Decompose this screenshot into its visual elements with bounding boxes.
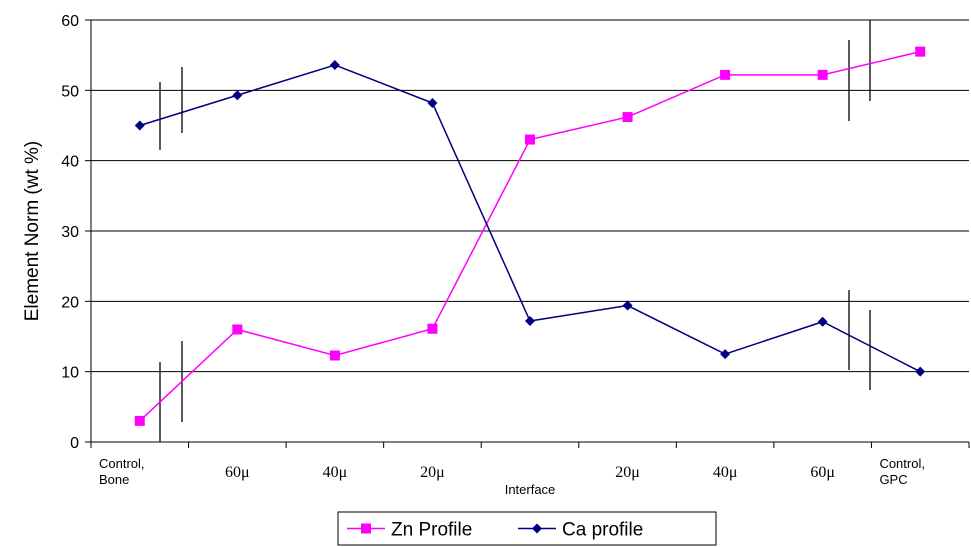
x-tick-label: 40μ (323, 464, 348, 481)
data-point (134, 415, 145, 426)
legend: Zn Profile Ca profile (337, 511, 717, 546)
legend-label: Ca profile (562, 520, 643, 541)
x-tick-label-line: Bone (99, 472, 129, 487)
y-tick-label: 0 (70, 435, 79, 452)
series-square (134, 46, 926, 426)
x-tick-label: 40μ (713, 464, 738, 481)
data-point (720, 349, 731, 360)
data-point (232, 324, 243, 335)
series-line (139, 50, 921, 422)
y-tick-label: 10 (61, 365, 79, 382)
y-axis-label: Element Norm (wt %) (22, 141, 43, 322)
x-tick-label: 20μ (615, 464, 640, 481)
x-tick-label-line: GPC (879, 472, 907, 487)
y-tick-label: 30 (61, 224, 79, 241)
x-tick-label-line: 40μ (323, 464, 348, 481)
y-tick-label: 60 (61, 13, 79, 30)
x-tick-label-line: 40μ (713, 464, 738, 481)
series-diamond (134, 60, 926, 377)
data-point (622, 112, 633, 123)
data-point (232, 90, 243, 101)
legend-item: Ca profile (518, 520, 643, 541)
series-lines (134, 46, 926, 426)
data-point (329, 60, 340, 71)
x-tick-label-line: 20μ (420, 464, 445, 481)
y-tick-label: 40 (61, 154, 79, 171)
legend-item: Zn Profile (347, 520, 472, 541)
data-point (915, 46, 926, 57)
x-tick-label: 60μ (810, 464, 835, 481)
x-tick-label-line: Interface (505, 482, 556, 497)
data-point (525, 316, 535, 327)
x-tick-label-line: Control, (99, 456, 145, 471)
legend-swatch-marker (532, 523, 542, 534)
x-tick-label: Control, GPC (879, 456, 925, 487)
data-point (817, 316, 828, 327)
x-tick-label-line: 60μ (810, 464, 835, 481)
y-tick-labels: 0 10 20 30 40 50 60 (61, 13, 79, 452)
data-point (525, 134, 535, 145)
axis-break-marks (159, 20, 871, 442)
data-point (817, 69, 828, 80)
axes (85, 19, 970, 448)
data-point (720, 69, 731, 80)
y-tick-label: 20 (61, 294, 79, 311)
data-point (427, 323, 438, 334)
x-tick-label: Control, Bone (99, 456, 145, 487)
x-tick-label: Interface (505, 482, 556, 497)
x-tick-label-line: 20μ (615, 464, 640, 481)
y-tick-label: 50 (61, 83, 79, 100)
x-tick-label-line: Control, (879, 456, 925, 471)
data-point (622, 300, 633, 311)
x-tick-label: 60μ (225, 464, 250, 481)
x-tick-label-line: 60μ (225, 464, 250, 481)
data-point (915, 366, 926, 377)
legend-label: Zn Profile (391, 520, 472, 541)
data-point (134, 120, 145, 131)
data-point (329, 350, 340, 361)
legend-swatch-marker (361, 523, 371, 534)
data-point (427, 97, 438, 108)
x-tick-label: 20μ (420, 464, 445, 481)
